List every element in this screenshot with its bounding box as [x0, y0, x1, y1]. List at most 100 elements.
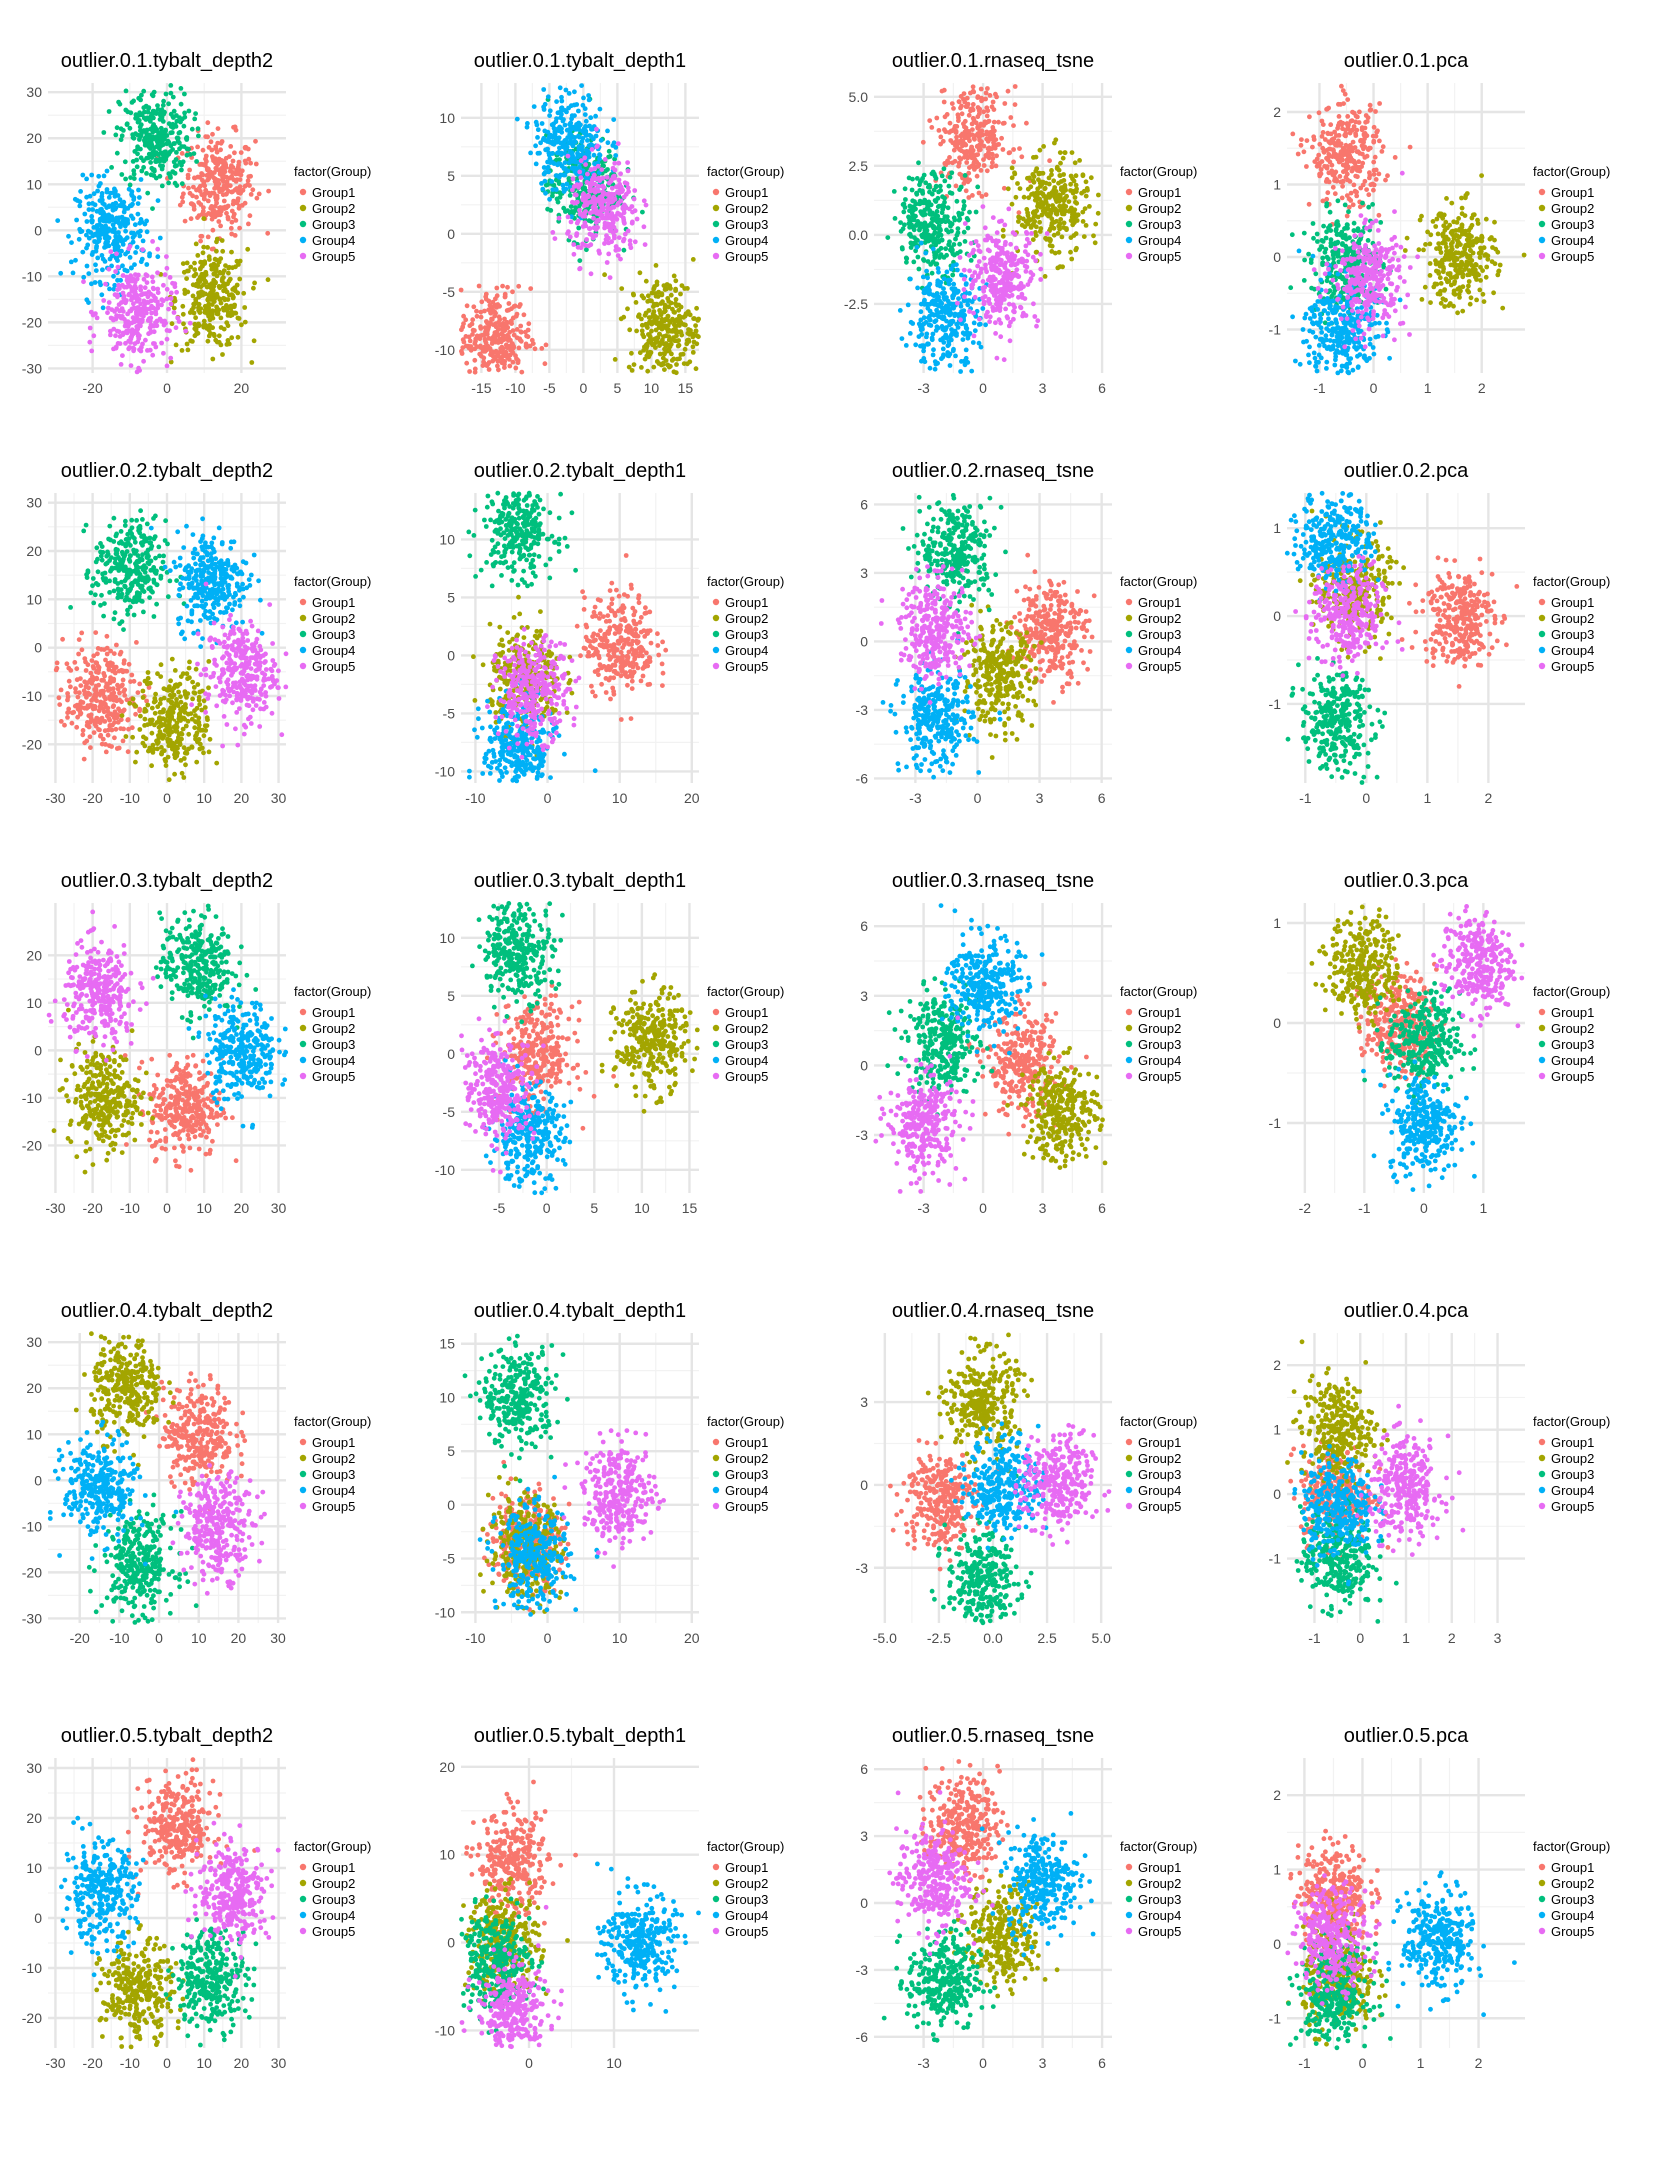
data-point	[1404, 235, 1410, 241]
data-point	[610, 230, 616, 235]
data-point	[535, 150, 541, 156]
data-point	[159, 107, 165, 113]
data-point	[202, 303, 208, 309]
data-point	[140, 247, 146, 253]
data-point	[565, 153, 571, 159]
data-point	[649, 340, 655, 346]
data-point	[144, 229, 150, 235]
data-point	[483, 340, 489, 346]
data-point	[118, 235, 123, 241]
data-point	[568, 204, 574, 210]
data-point	[229, 189, 235, 195]
data-point	[937, 298, 942, 304]
data-point	[1068, 181, 1073, 187]
data-point	[147, 253, 152, 259]
data-point	[55, 218, 61, 224]
data-point	[1416, 247, 1422, 253]
data-point	[963, 188, 969, 194]
data-point	[518, 323, 524, 329]
data-point	[131, 176, 137, 182]
data-point	[101, 130, 107, 135]
data-point	[213, 337, 219, 343]
data-point	[1442, 304, 1447, 309]
data-point	[1319, 118, 1325, 124]
data-point	[934, 115, 940, 121]
data-point	[89, 348, 95, 354]
data-point	[539, 121, 545, 126]
data-point	[987, 319, 992, 325]
data-point	[660, 361, 666, 366]
data-point	[898, 220, 903, 226]
data-point	[1026, 195, 1032, 201]
data-point	[128, 363, 134, 368]
data-point	[93, 268, 99, 273]
data-point	[615, 211, 621, 216]
y-tick-label: 10	[26, 176, 42, 192]
data-point	[943, 219, 948, 225]
data-point	[672, 310, 677, 315]
data-point	[925, 342, 930, 347]
data-point	[1049, 249, 1055, 254]
data-point	[179, 162, 184, 168]
data-point	[969, 106, 975, 111]
data-point	[1009, 292, 1015, 298]
data-point	[503, 349, 509, 355]
data-point	[86, 235, 92, 241]
data-point	[502, 365, 507, 370]
data-point	[962, 118, 968, 124]
data-point	[610, 143, 616, 148]
data-point	[993, 331, 998, 336]
data-point	[985, 247, 991, 253]
data-point	[125, 311, 130, 317]
data-point	[1056, 167, 1062, 173]
data-point	[1340, 126, 1345, 132]
data-point	[929, 335, 935, 341]
data-point	[100, 305, 106, 311]
data-point	[965, 225, 971, 231]
data-point	[584, 202, 590, 208]
data-point	[911, 240, 917, 246]
data-point	[945, 343, 951, 349]
data-point	[1017, 146, 1022, 151]
data-point	[1379, 149, 1385, 154]
data-point	[962, 332, 968, 337]
data-point	[695, 318, 701, 323]
data-point	[112, 282, 118, 288]
data-point	[643, 202, 649, 208]
data-point	[233, 127, 239, 133]
data-point	[645, 368, 651, 374]
data-point	[924, 268, 929, 274]
data-point	[1003, 260, 1008, 266]
data-point	[540, 186, 546, 192]
data-point	[1050, 192, 1055, 198]
data-point	[139, 168, 145, 174]
data-point	[639, 328, 645, 334]
data-point	[470, 332, 475, 337]
data-point	[994, 257, 1000, 263]
data-point	[1091, 233, 1096, 239]
data-point	[507, 329, 512, 335]
data-point	[1016, 294, 1021, 300]
data-point	[963, 153, 969, 159]
data-point	[126, 246, 132, 252]
data-point	[558, 150, 564, 156]
data-point	[220, 174, 226, 180]
data-point	[164, 286, 170, 292]
data-point	[178, 86, 184, 91]
data-point	[615, 141, 621, 146]
data-point	[214, 236, 220, 242]
data-point	[120, 273, 126, 278]
data-point	[141, 276, 147, 282]
data-point	[561, 117, 566, 122]
data-point	[136, 312, 142, 317]
data-point	[1377, 138, 1382, 144]
data-point	[1295, 151, 1301, 157]
data-point	[128, 335, 134, 341]
data-point	[995, 289, 1001, 295]
data-point	[142, 285, 148, 291]
data-point	[571, 251, 577, 257]
data-point	[981, 288, 987, 294]
data-point	[535, 135, 540, 140]
data-point	[562, 172, 568, 178]
data-point	[231, 211, 237, 217]
